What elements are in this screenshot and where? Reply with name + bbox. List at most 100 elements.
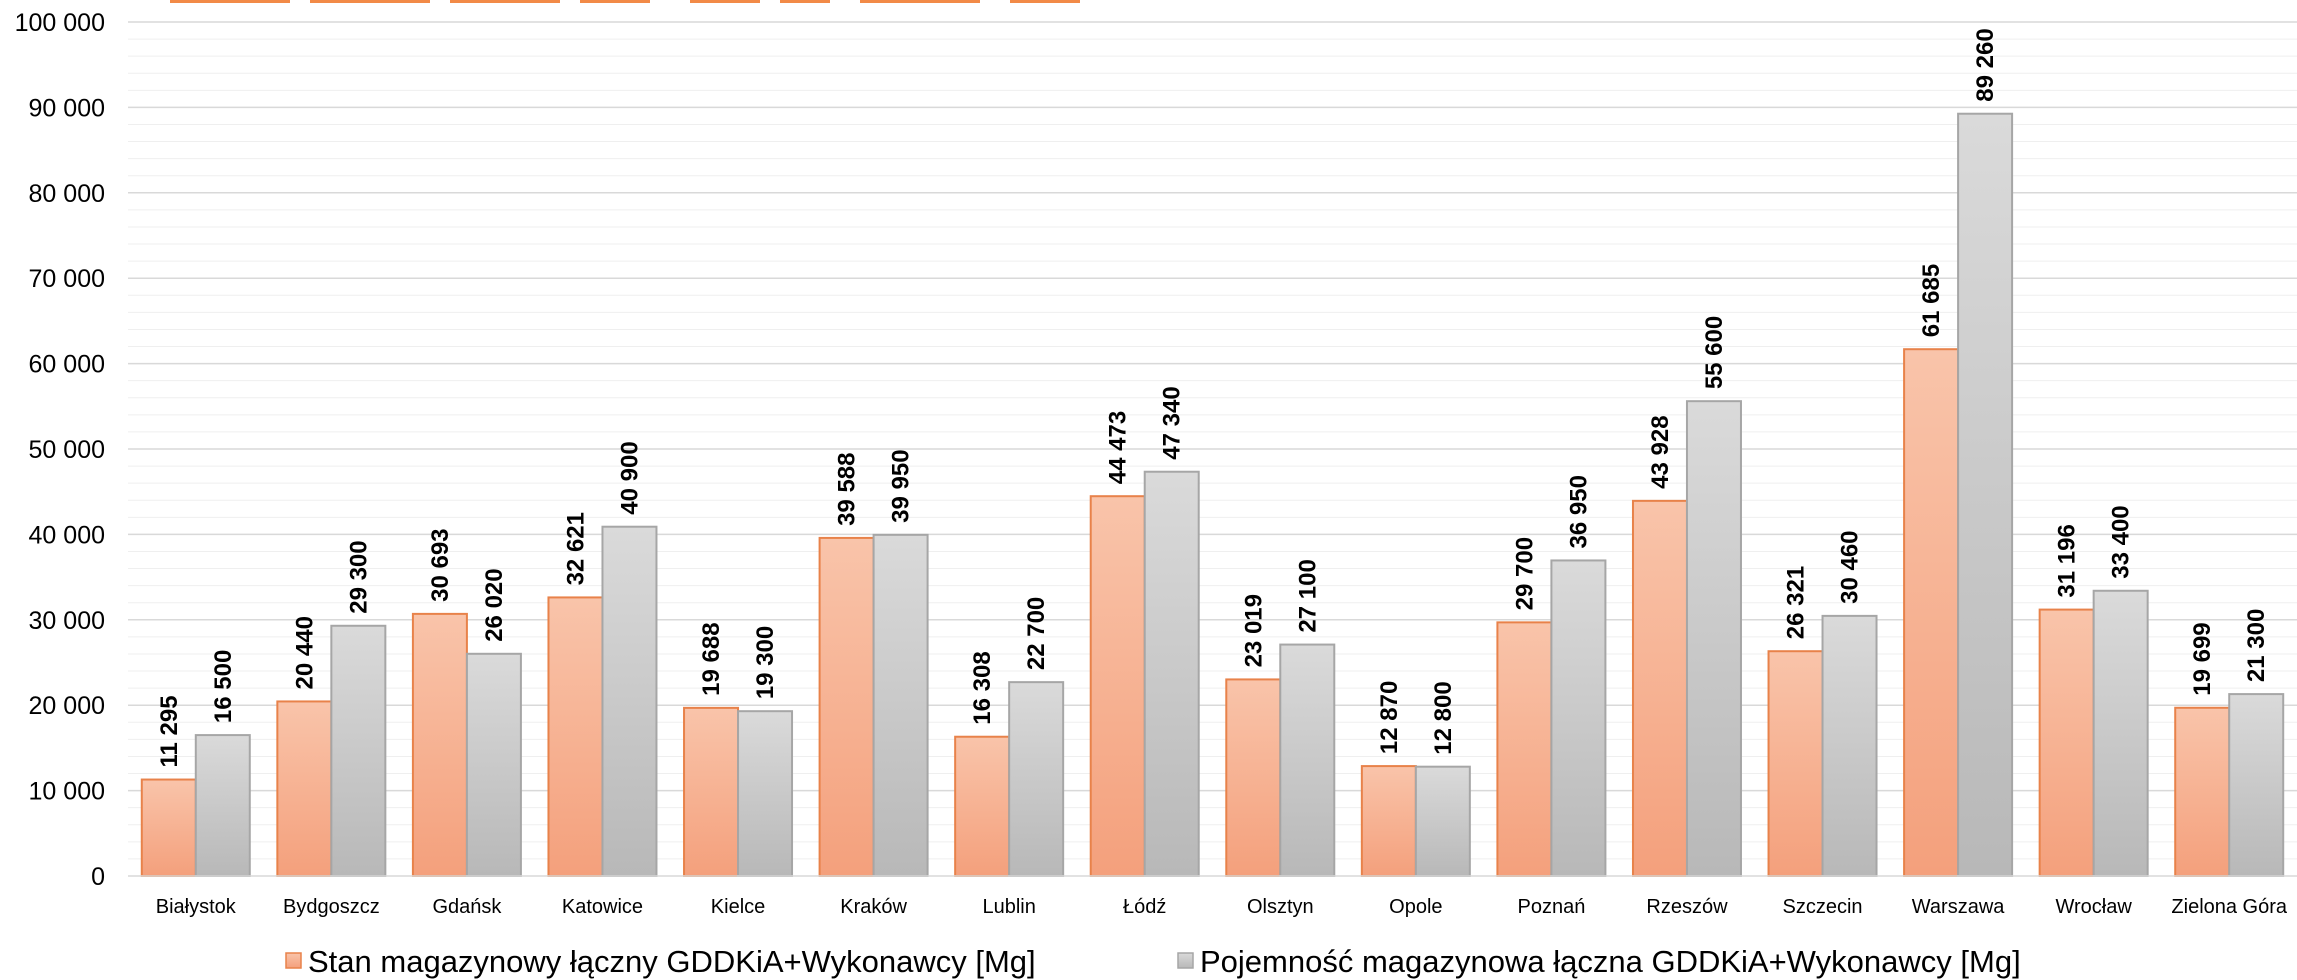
x-tick-label: Lublin [982,896,1035,918]
data-label: 21 300 [2243,609,2270,682]
data-label: 20 440 [291,616,318,689]
bar-capacity [330,624,387,878]
legend-label: Pojemność magazynowa łączna GDDKiA+Wykon… [1200,944,2021,979]
bar-capacity [194,734,251,878]
x-tick-label: Poznań [1517,896,1585,918]
bar-capacity [1957,112,2014,877]
data-label: 55 600 [1701,316,1728,389]
x-axis-ticks: Białystok Bydgoszcz Gdańsk Katowice Kielce Kr… [156,896,2288,918]
y-tick-label: 20 000 [29,692,105,720]
data-label: 29 300 [345,540,372,613]
bar-stock [1225,678,1282,877]
bar-stock [818,536,875,877]
y-tick-label: 70 000 [29,265,105,293]
y-tick-label: 80 000 [29,180,105,208]
data-labels: 11 295 16 500 20 440 29 300 30 693 26 020 32 6… [156,28,2270,767]
data-label: 26 020 [481,568,508,641]
data-label: 43 928 [1647,415,1674,488]
data-label: 32 621 [562,512,589,585]
bar-capacity [2228,693,2285,878]
x-tick-label: Bydgoszcz [283,896,380,918]
bar-capacity [1008,681,1065,878]
bars [140,112,2285,878]
bar-stock [2174,706,2231,878]
y-tick-label: 90 000 [29,94,105,122]
y-axis-ticks: 0 10 000 20 000 30 000 40 000 50 000 60 000 70 … [15,9,105,891]
legend-swatch [285,952,302,969]
x-tick-label: Gdańsk [432,896,502,918]
data-label: 33 400 [2108,505,2135,578]
bar-capacity [465,652,522,877]
data-label: 30 460 [1837,530,1864,603]
data-label: 23 019 [1240,594,1267,667]
bar-capacity [1685,400,1742,877]
bar-stock [1496,621,1553,877]
bar-capacity [1414,765,1471,877]
data-label: 47 340 [1159,386,1186,459]
data-label: 12 800 [1430,681,1457,754]
x-tick-label: Szczecin [1783,896,1863,918]
bar-capacity [601,525,658,877]
data-label: 40 900 [616,441,643,514]
data-label: 39 950 [888,449,915,522]
data-label: 16 308 [969,651,996,724]
data-label: 26 321 [1783,566,1810,639]
y-tick-label: 10 000 [29,778,105,806]
bar-stock [547,596,604,878]
bar-stock [2038,608,2095,878]
x-tick-label: Kraków [840,896,907,918]
data-label: 22 700 [1023,597,1050,670]
x-tick-label: Łódź [1123,896,1166,918]
bar-capacity [737,710,794,877]
y-tick-label: 0 [91,863,105,891]
data-label: 30 693 [427,528,454,601]
bar-stock [1631,499,1688,877]
x-tick-label: Rzeszów [1646,896,1728,918]
data-label: 11 295 [156,695,183,767]
y-tick-label: 30 000 [29,607,105,635]
bar-stock [1903,348,1960,878]
x-tick-label: Zielona Góra [2171,896,2287,918]
legend-label: Stan magazynowy łączny GDDKiA+Wykonawcy … [308,944,1036,979]
y-tick-label: 40 000 [29,521,105,549]
bar-stock [276,700,333,877]
bar-stock [411,612,468,877]
data-label: 19 300 [752,626,779,699]
data-label: 44 473 [1105,411,1132,484]
data-label: 89 260 [1972,28,1999,101]
x-tick-label: Warszawa [1912,896,2005,918]
bar-stock [140,778,197,878]
x-tick-label: Wrocław [2056,896,2133,918]
bar-stock [1089,495,1146,877]
x-tick-label: Białystok [156,896,237,918]
data-label: 36 950 [1565,475,1592,548]
data-label: 27 100 [1294,559,1321,632]
bar-stock [954,735,1011,877]
legend: Stan magazynowy łączny GDDKiA+Wykonawcy … [285,944,2021,979]
data-label: 12 870 [1376,681,1403,754]
y-tick-label: 50 000 [29,436,105,464]
x-tick-label: Olsztyn [1247,896,1314,918]
y-tick-label: 60 000 [29,351,105,379]
bar-stock [1767,650,1824,878]
x-tick-label: Kielce [711,896,765,918]
bar-capacity [1279,643,1336,877]
x-tick-label: Katowice [562,896,643,918]
data-label: 19 688 [698,622,725,695]
data-label: 61 685 [1918,264,1945,337]
data-label: 29 700 [1511,537,1538,610]
bar-capacity [1143,470,1200,877]
y-tick-label: 100 000 [15,9,105,37]
data-label: 39 588 [834,453,861,526]
bar-capacity [1821,614,1878,877]
bar-capacity [2092,589,2149,877]
data-label: 16 500 [210,650,237,723]
legend-swatch [1177,952,1194,969]
x-tick-label: Opole [1389,896,1442,918]
bar-stock [1360,765,1417,878]
bar-capacity [872,533,929,878]
data-label: 19 699 [2189,622,2216,695]
data-label: 31 196 [2054,524,2081,597]
bar-capacity [1550,559,1607,878]
